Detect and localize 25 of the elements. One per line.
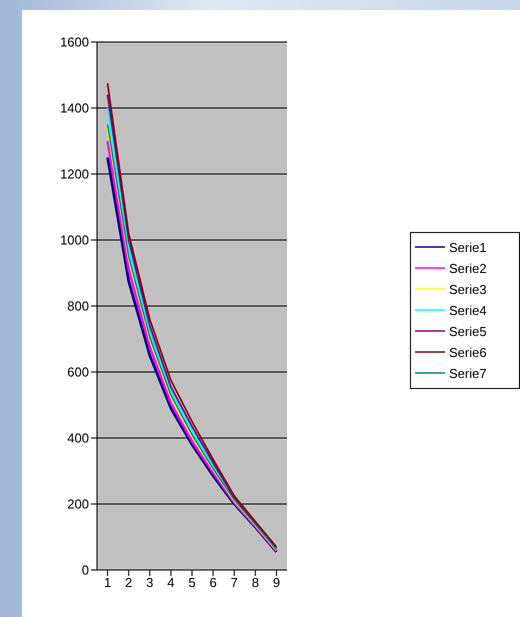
y-tick-label: 1000 <box>60 232 89 248</box>
legend-label: Serie1 <box>449 240 487 254</box>
x-tick-label: 9 <box>272 575 280 590</box>
x-tick-label: 1 <box>104 575 112 590</box>
x-tick-label: 2 <box>125 575 132 590</box>
y-tick-label: 600 <box>67 364 89 380</box>
y-tick-label: 400 <box>67 430 89 446</box>
y-tick-label: 800 <box>67 298 89 314</box>
x-tick-label: 4 <box>167 575 175 590</box>
y-tick-label: 1600 <box>60 34 89 50</box>
legend-label: Serie4 <box>449 302 487 318</box>
legend-label: Serie5 <box>449 324 487 338</box>
legend-label: Serie3 <box>449 282 487 296</box>
x-tick-label: 6 <box>209 575 217 590</box>
legend-label: Serie2 <box>449 260 487 276</box>
legend-label: Serie6 <box>449 344 487 360</box>
y-tick-label: 200 <box>67 496 89 512</box>
x-tick-label: 8 <box>252 575 259 590</box>
x-tick-label: 3 <box>146 575 154 590</box>
legend-label: Serie7 <box>449 366 487 380</box>
x-tick-label: 7 <box>230 575 238 590</box>
y-tick-label: 1200 <box>60 166 89 182</box>
y-tick-label: 1400 <box>60 100 89 116</box>
x-tick-label: 5 <box>188 575 196 590</box>
y-tick-label: 0 <box>82 562 89 578</box>
